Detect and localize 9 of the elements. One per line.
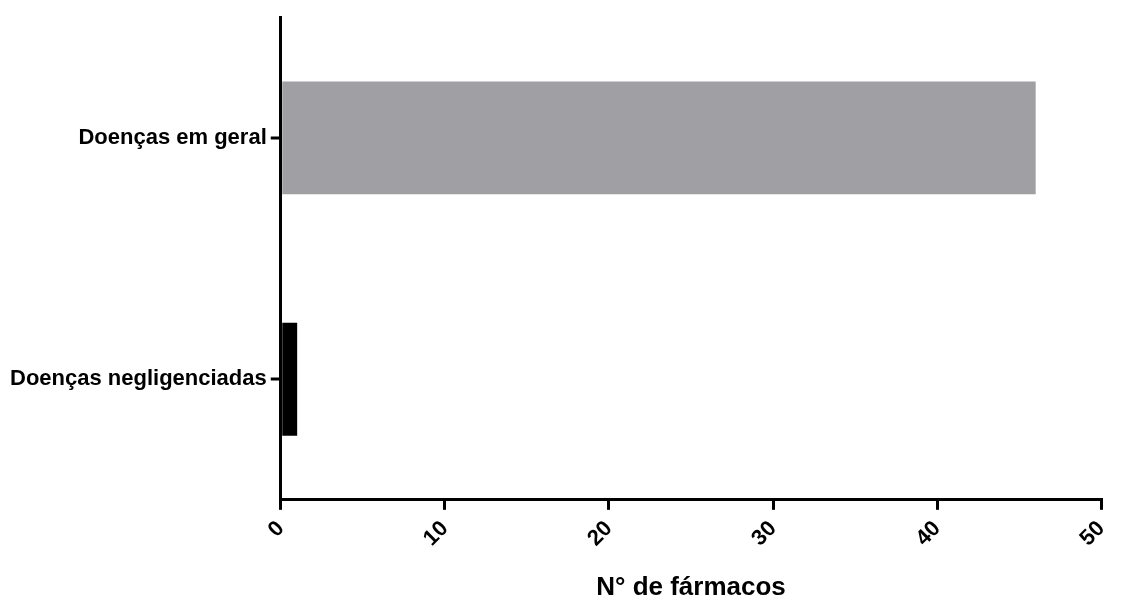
x-tick-label: 30 <box>745 515 781 551</box>
x-tick-label: 40 <box>910 515 946 551</box>
x-axis-title: N° de fármacos <box>596 570 786 601</box>
x-tick-label: 10 <box>417 515 453 551</box>
y-tick-label: Doenças em geral <box>78 123 267 149</box>
x-tick-label: 20 <box>581 515 617 551</box>
x-tick-label: 0 <box>262 515 289 542</box>
y-tick-label: Doenças negligenciadas <box>9 365 267 391</box>
x-tick-label: 50 <box>1074 515 1110 551</box>
